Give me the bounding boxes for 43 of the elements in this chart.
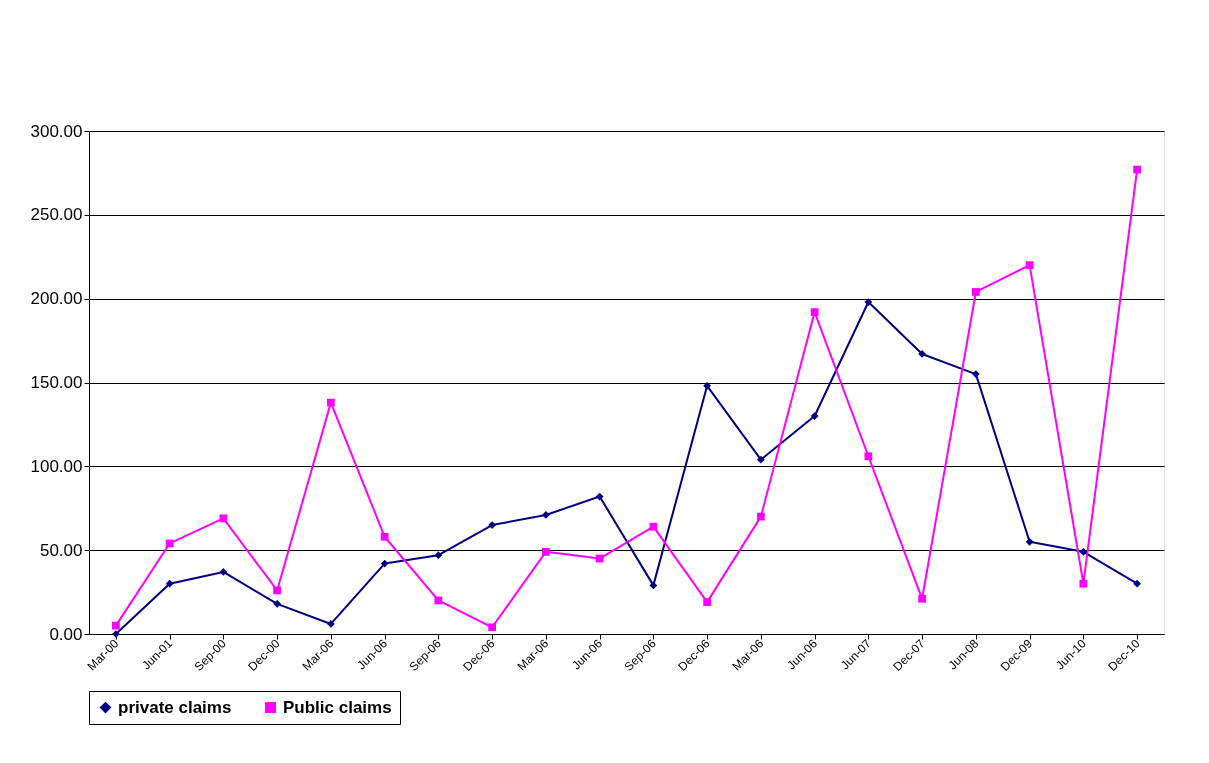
point	[380, 532, 389, 541]
point	[1133, 165, 1141, 174]
point	[649, 581, 658, 590]
point	[1133, 579, 1141, 588]
point	[542, 547, 550, 556]
point	[757, 455, 765, 464]
point	[864, 452, 873, 461]
point	[1025, 537, 1034, 546]
point	[972, 370, 980, 378]
point	[810, 412, 819, 420]
point	[273, 599, 281, 608]
y-tick-label: 0.00	[49, 624, 83, 644]
point	[703, 598, 711, 607]
point	[488, 521, 496, 529]
point	[165, 579, 174, 588]
point	[488, 623, 496, 632]
point	[380, 559, 389, 568]
y-tick-label: 150.00	[30, 373, 83, 392]
point	[273, 586, 281, 595]
y-tick-label: 50.00	[39, 540, 83, 560]
point	[1025, 261, 1034, 270]
point	[434, 551, 443, 560]
y-tick-label: 250.00	[30, 205, 83, 225]
legend-label: private claims	[118, 697, 232, 717]
point	[810, 308, 819, 316]
point	[542, 511, 550, 519]
point	[703, 381, 711, 390]
y-tick-label: 100.00	[30, 456, 83, 476]
point	[1079, 579, 1088, 588]
point	[112, 621, 120, 630]
point	[918, 594, 926, 603]
point	[649, 522, 658, 531]
point	[972, 288, 980, 296]
point	[864, 298, 873, 306]
y-tick-label: 200.00	[30, 289, 83, 309]
y-tick-label: 300.00	[30, 121, 83, 141]
point	[327, 620, 335, 628]
point	[1079, 547, 1088, 556]
point	[219, 568, 228, 576]
point	[327, 398, 335, 407]
point	[757, 512, 765, 521]
legend-label: Public claims	[283, 697, 392, 717]
point	[219, 514, 228, 523]
